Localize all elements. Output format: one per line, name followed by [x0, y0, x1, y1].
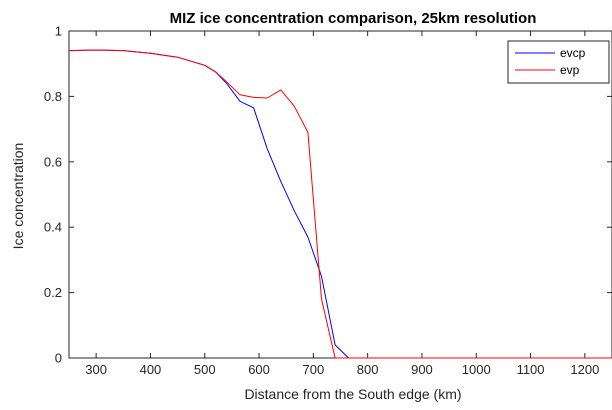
chart-title: MIZ ice concentration comparison, 25km r…: [170, 10, 537, 27]
x-tick-label: 1200: [570, 362, 599, 377]
y-axis: 0 0.2 0.4 0.6 0.8 1: [44, 24, 612, 366]
x-tick-label: 800: [357, 362, 379, 377]
legend-label-evcp: evcp: [560, 46, 586, 60]
y-tick-label: 1: [55, 24, 62, 39]
series-group: [68, 49, 612, 359]
x-tick-label: 500: [194, 362, 216, 377]
y-axis-label: Ice concentration: [10, 143, 26, 250]
y-tick-label: 0.4: [44, 220, 62, 235]
y-tick-label: 0.6: [44, 154, 62, 169]
legend-label-evp: evp: [560, 63, 580, 77]
legend-box: [507, 40, 610, 84]
y-tick-label: 0.8: [44, 89, 62, 104]
x-tick-label: 300: [85, 362, 107, 377]
x-tick-label: 1100: [517, 362, 545, 377]
y-tick-label: 0.2: [44, 285, 62, 300]
series-line-evp: [68, 49, 612, 359]
x-tick-label: 700: [302, 362, 324, 377]
x-axis-label: Distance from the South edge (km): [244, 386, 461, 402]
plot-area: [68, 30, 612, 359]
x-axis: 300 400 500 600 700 800 900 1000 1100 1200: [85, 31, 599, 377]
y-tick-label: 0: [55, 351, 62, 366]
legend: evcp evp: [507, 40, 610, 84]
x-tick-label: 600: [248, 362, 270, 377]
x-tick-label: 400: [140, 362, 162, 377]
x-tick-label: 1000: [462, 362, 491, 377]
x-tick-label: 900: [411, 362, 433, 377]
